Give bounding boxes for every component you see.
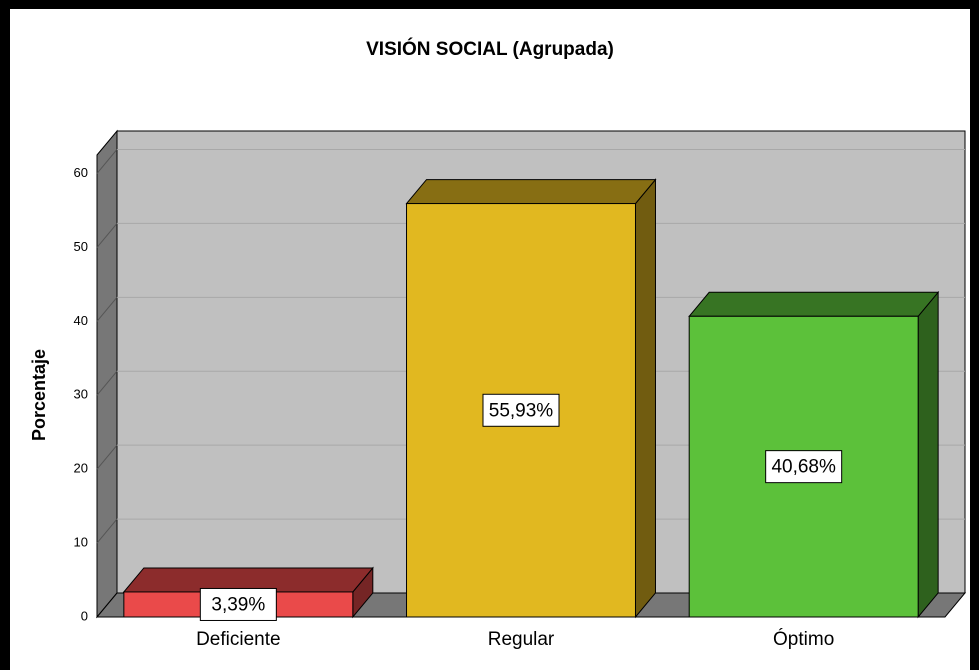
- y-tick-label: 20: [74, 461, 88, 476]
- y-tick-label: 40: [74, 313, 88, 328]
- x-tick-label: Deficiente: [196, 629, 281, 650]
- value-label: 40,68%: [771, 457, 836, 478]
- y-tick-label: 30: [74, 387, 88, 402]
- side-grid-line: [96, 223, 118, 248]
- side-grid-line: [96, 149, 118, 174]
- bar-top: [405, 179, 657, 205]
- value-label-box: [199, 587, 277, 621]
- bar-top: [688, 291, 940, 317]
- bar-side: [634, 178, 656, 619]
- value-label-box: [482, 393, 560, 427]
- y-tick-label: 60: [74, 165, 88, 180]
- x-tick-label: Óptimo: [773, 628, 834, 650]
- value-label: 3,39%: [211, 594, 265, 615]
- side-grid-line: [96, 296, 118, 322]
- value-label-box: [765, 450, 843, 484]
- y-axis-label: Porcentaje: [29, 349, 49, 441]
- y-tick-label: 50: [74, 239, 88, 254]
- bar-side: [917, 290, 939, 619]
- y-tick-label: 0: [81, 608, 88, 623]
- side-wall: [96, 129, 118, 619]
- chart-title: VISIÓN SOCIAL (Agrupada): [366, 38, 614, 60]
- y-tick-label: 10: [74, 535, 88, 550]
- side-grid-line: [96, 444, 118, 470]
- x-tick-label: Regular: [488, 629, 555, 650]
- value-label: 55,93%: [489, 400, 554, 421]
- side-grid-line: [96, 370, 118, 396]
- side-grid-line: [96, 518, 118, 544]
